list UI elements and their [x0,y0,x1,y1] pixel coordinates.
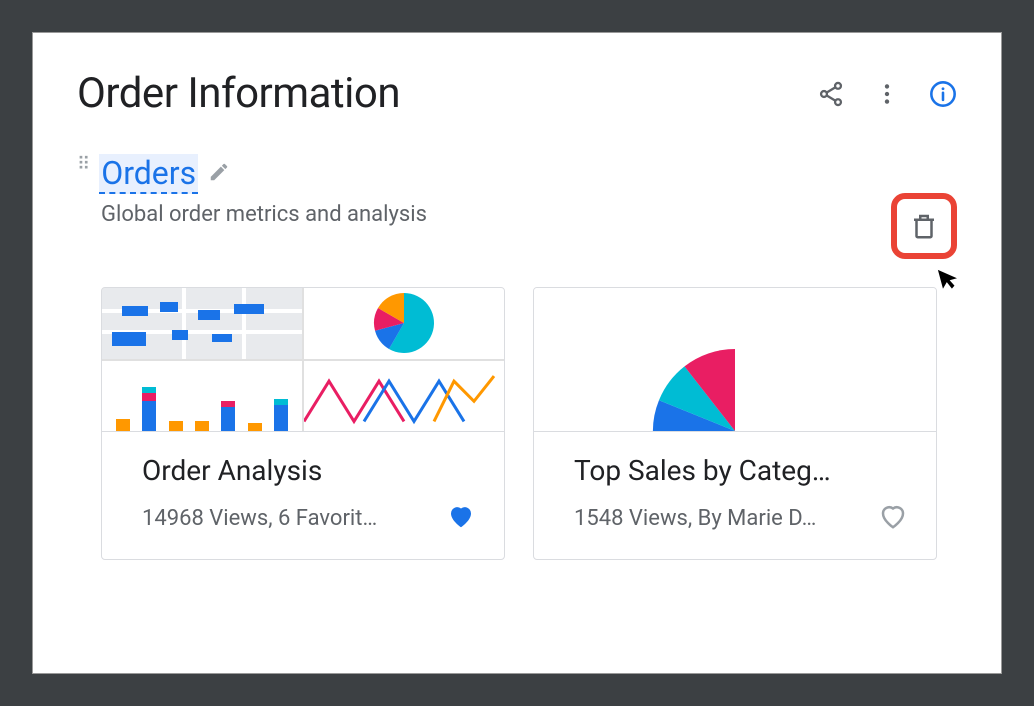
info-icon[interactable] [929,80,957,108]
card-preview [102,288,504,432]
favorite-icon[interactable] [878,501,908,535]
more-icon[interactable] [873,80,901,108]
preview-bars [102,361,302,432]
preview-sparklines [304,361,504,432]
edit-icon[interactable] [208,161,230,187]
delete-button[interactable] [891,193,957,259]
panel: Order Information [32,32,1002,674]
card-preview [534,288,936,432]
card-order-analysis[interactable]: Order Analysis 14968 Views, 6 Favorit… [101,287,505,560]
share-icon[interactable] [817,80,845,108]
page-title: Order Information [77,69,400,118]
header-actions [817,80,957,108]
section-subtitle: Global order metrics and analysis [101,202,957,227]
favorite-icon[interactable] [446,501,476,535]
section-header: ⠿ Orders [77,154,957,194]
card-title: Order Analysis [142,454,476,487]
preview-map [102,288,302,359]
card-top-sales[interactable]: Top Sales by Categ… 1548 Views, By Marie… [533,287,937,560]
card-title: Top Sales by Categ… [574,454,908,487]
header: Order Information [77,69,957,118]
preview-pie [304,288,504,359]
drag-handle-icon[interactable]: ⠿ [77,160,91,170]
cards-row: Order Analysis 14968 Views, 6 Favorit… [101,287,957,560]
section-title[interactable]: Orders [99,154,198,194]
card-meta: 14968 Views, 6 Favorit… [142,506,434,531]
card-meta: 1548 Views, By Marie D… [574,506,866,531]
